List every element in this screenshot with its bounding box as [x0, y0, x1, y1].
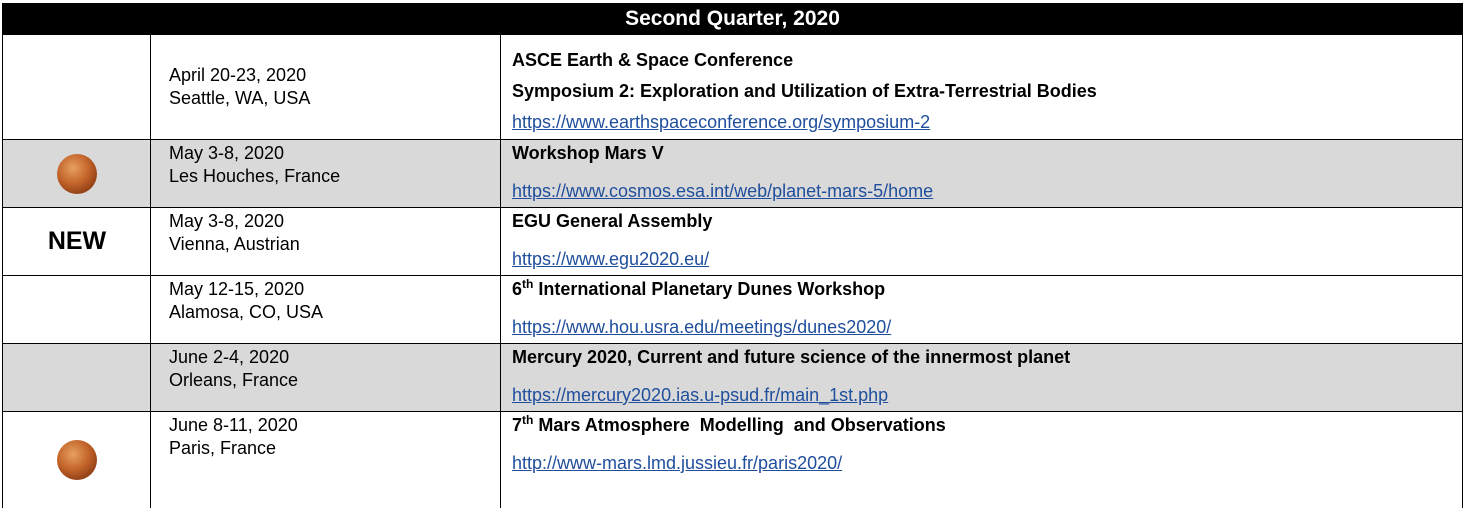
event-link[interactable]: https://www.hou.usra.edu/meetings/dunes2… [512, 316, 891, 338]
event-title: 7th Mars Atmosphere Modelling and Observ… [512, 414, 946, 436]
mars-icon [57, 440, 97, 480]
column-divider [150, 412, 151, 508]
ordinal-suffix: th [522, 277, 533, 291]
mars-icon [57, 154, 97, 194]
event-link[interactable]: http://www-mars.lmd.jussieu.fr/paris2020… [512, 452, 842, 474]
title-text: Mars Atmosphere Modelling and Observatio… [533, 415, 945, 435]
new-marker: NEW [3, 227, 151, 256]
table-header: Second Quarter, 2020 [2, 3, 1463, 35]
ordinal-suffix: th [522, 413, 533, 427]
event-link[interactable]: https://www.egu2020.eu/ [512, 248, 709, 270]
event-date: June 8-11, 2020 [169, 414, 298, 436]
event-title: Mercury 2020, Current and future science… [512, 346, 1070, 368]
event-location: Vienna, Austrian [169, 233, 300, 255]
event-link[interactable]: https://www.earthspaceconference.org/sym… [512, 111, 930, 133]
event-title: ASCE Earth & Space Conference [512, 49, 793, 71]
column-divider [500, 140, 501, 207]
page: Second Quarter, 2020 (() => { const data… [0, 0, 1466, 508]
column-divider [150, 276, 151, 343]
event-date: May 12-15, 2020 [169, 278, 304, 300]
column-divider [500, 276, 501, 343]
event-location: Alamosa, CO, USA [169, 301, 323, 323]
event-title: Workshop Mars V [512, 142, 664, 164]
event-link[interactable]: https://mercury2020.ias.u-psud.fr/main_1… [512, 384, 888, 406]
event-date: May 3-8, 2020 [169, 142, 284, 164]
event-location: Les Houches, France [169, 165, 340, 187]
column-divider [500, 412, 501, 508]
ordinal-number: 7 [512, 415, 522, 435]
event-date: June 2-4, 2020 [169, 346, 289, 368]
column-divider [500, 208, 501, 275]
column-divider [150, 35, 151, 139]
column-divider [150, 344, 151, 411]
event-date: May 3-8, 2020 [169, 210, 284, 232]
event-date: April 20-23, 2020 [169, 64, 306, 86]
title-text: International Planetary Dunes Workshop [533, 279, 885, 299]
ordinal-number: 6 [512, 279, 522, 299]
event-link[interactable]: https://www.cosmos.esa.int/web/planet-ma… [512, 180, 933, 202]
column-divider [500, 344, 501, 411]
event-title: Symposium 2: Exploration and Utilization… [512, 80, 1097, 102]
event-location: Orleans, France [169, 369, 298, 391]
event-location: Paris, France [169, 437, 276, 459]
event-title: 6th International Planetary Dunes Worksh… [512, 278, 885, 300]
event-location: Seattle, WA, USA [169, 87, 310, 109]
column-divider [500, 35, 501, 139]
column-divider [150, 140, 151, 207]
event-title: EGU General Assembly [512, 210, 712, 232]
